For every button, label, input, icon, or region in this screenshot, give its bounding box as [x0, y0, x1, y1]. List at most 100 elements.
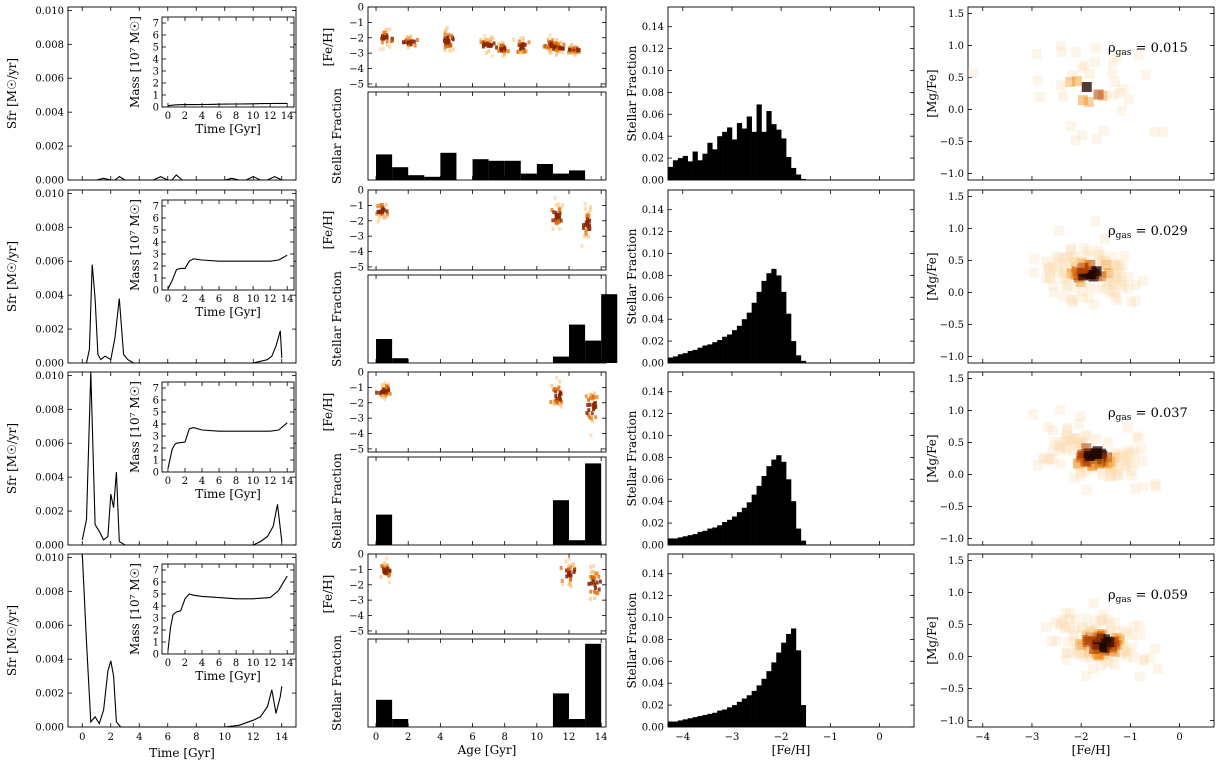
density-cell — [551, 38, 554, 42]
density-cell — [584, 228, 587, 232]
mgfe-cell — [1072, 76, 1082, 86]
density-cell — [479, 38, 482, 42]
mass-ytick-label: 3 — [153, 67, 159, 78]
time-xtick-label: 6 — [165, 732, 171, 743]
age-hist-axes-2 — [368, 457, 606, 545]
mgfe-cell — [1131, 280, 1141, 290]
feh-hist-ylabel: Stellar Fraction — [625, 410, 639, 506]
mgfe-ytick-label: 1.5 — [948, 192, 964, 203]
density-cell — [587, 398, 590, 402]
mgfe-cell — [1094, 89, 1104, 99]
mass-xtick-label: 14 — [281, 294, 294, 305]
mass-xtick-label: 12 — [264, 111, 277, 122]
sfr-ytick-label: 0.010 — [35, 553, 64, 564]
mgfe-cell — [1110, 77, 1120, 87]
mgfe-ytick-label: 0.0 — [948, 470, 964, 481]
mgfe-cell — [1117, 106, 1127, 116]
mgfe-cell — [1096, 283, 1106, 293]
density-cell — [444, 33, 447, 37]
feh-hist-bar — [717, 136, 722, 180]
mass-ytick-label: 4 — [153, 55, 159, 66]
feh-hist-bar — [761, 132, 766, 180]
feh-hist-bar — [702, 715, 707, 727]
mass-xtick-label: 2 — [182, 294, 188, 305]
time-xtick-label: 12 — [247, 732, 260, 743]
feh-hist-bar — [712, 149, 717, 180]
mass-xtick-label: 14 — [281, 476, 294, 487]
density-cell — [446, 35, 449, 39]
feh-hist-bar — [732, 330, 737, 363]
feh-hist-bar — [761, 476, 766, 545]
feh-hist-bar — [722, 709, 727, 727]
mgfe-ylabel: [Mg/Fe] — [925, 616, 939, 664]
age-hist-bar — [553, 357, 569, 363]
density-cell — [410, 42, 413, 46]
mgfe-cell — [1128, 621, 1138, 631]
time-xtick-label: 0 — [79, 732, 85, 743]
density-cell — [512, 38, 515, 42]
mgfe-cell — [1134, 433, 1144, 443]
mgfe-cell — [1084, 97, 1094, 107]
density-cell — [452, 37, 455, 41]
mgfe-xtick-label: −4 — [975, 732, 990, 743]
sf-ytick-label: 0.02 — [642, 154, 664, 165]
age-hist-bar — [392, 719, 408, 727]
feh-hist-bar — [702, 345, 707, 363]
rho-gas-label: ρgas = 0.015 — [1108, 41, 1188, 58]
sf-ytick-label: 0.14 — [642, 22, 664, 33]
mgfe-cell — [1130, 447, 1140, 457]
density-cell — [599, 580, 602, 584]
age-feh-ytick-label: −1 — [349, 383, 364, 394]
mgfe-ylabel: [Mg/Fe] — [925, 69, 939, 117]
density-cell — [592, 395, 595, 399]
mgfe-cell — [1051, 636, 1061, 646]
mgfe-cell — [1150, 127, 1160, 137]
density-cell — [570, 43, 573, 47]
mgfe-ytick-label: 1.5 — [948, 9, 964, 20]
feh-hist-bar — [747, 313, 752, 363]
feh-hist-bar — [791, 628, 796, 727]
density-cell — [596, 395, 599, 399]
mgfe-cell — [1055, 405, 1065, 415]
sfr-line-0 — [82, 175, 281, 180]
age-feh-ytick-label: −3 — [349, 596, 364, 607]
mass-ytick-label: 0 — [153, 286, 159, 297]
sf-ytick-label: 0.06 — [642, 657, 664, 668]
rho-gas-label: ρgas = 0.059 — [1108, 588, 1188, 605]
mgfe-ytick-label: 0.5 — [948, 73, 964, 84]
feh-hist-bar — [712, 527, 717, 545]
mass-ytick-label: 7 — [153, 202, 159, 213]
age-feh-density-1 — [375, 196, 592, 249]
density-cell — [569, 570, 572, 574]
density-cell — [550, 44, 553, 48]
mgfe-cell — [1048, 425, 1058, 435]
density-cell — [388, 573, 391, 577]
age-hist-bar — [569, 325, 585, 363]
sfr-ytick-label: 0.000 — [35, 723, 64, 734]
density-cell — [445, 44, 448, 48]
mgfe-cell — [1077, 286, 1087, 296]
age-feh-ytick-label: −5 — [349, 262, 364, 273]
feh-hist-bar — [717, 525, 722, 545]
mgfe-cell — [968, 68, 978, 78]
feh-xtick-label: −3 — [725, 732, 740, 743]
feh-hist-bar — [786, 479, 791, 545]
mass-ytick-label: 2 — [153, 626, 159, 637]
age-feh-ytick-label: 0 — [358, 368, 364, 379]
mgfe-cell — [1112, 468, 1122, 478]
feh-hist-bar — [673, 356, 678, 363]
density-cell — [557, 220, 560, 224]
time-xlabel: Time [Gyr] — [149, 746, 215, 760]
mgfe-cell — [1033, 75, 1043, 85]
density-cell — [492, 37, 495, 41]
density-cell — [594, 405, 597, 409]
age-hist-bar — [553, 174, 569, 180]
density-cell — [560, 566, 563, 570]
feh-hist-bar — [673, 722, 678, 727]
feh-hist-bar — [742, 129, 747, 180]
feh-hist-bar — [742, 699, 747, 727]
mgfe-cell — [1085, 451, 1095, 461]
density-cell — [497, 49, 500, 53]
mgfe-ytick-label: −1.0 — [940, 352, 964, 363]
sfr-ytick-label: 0.008 — [35, 587, 64, 598]
